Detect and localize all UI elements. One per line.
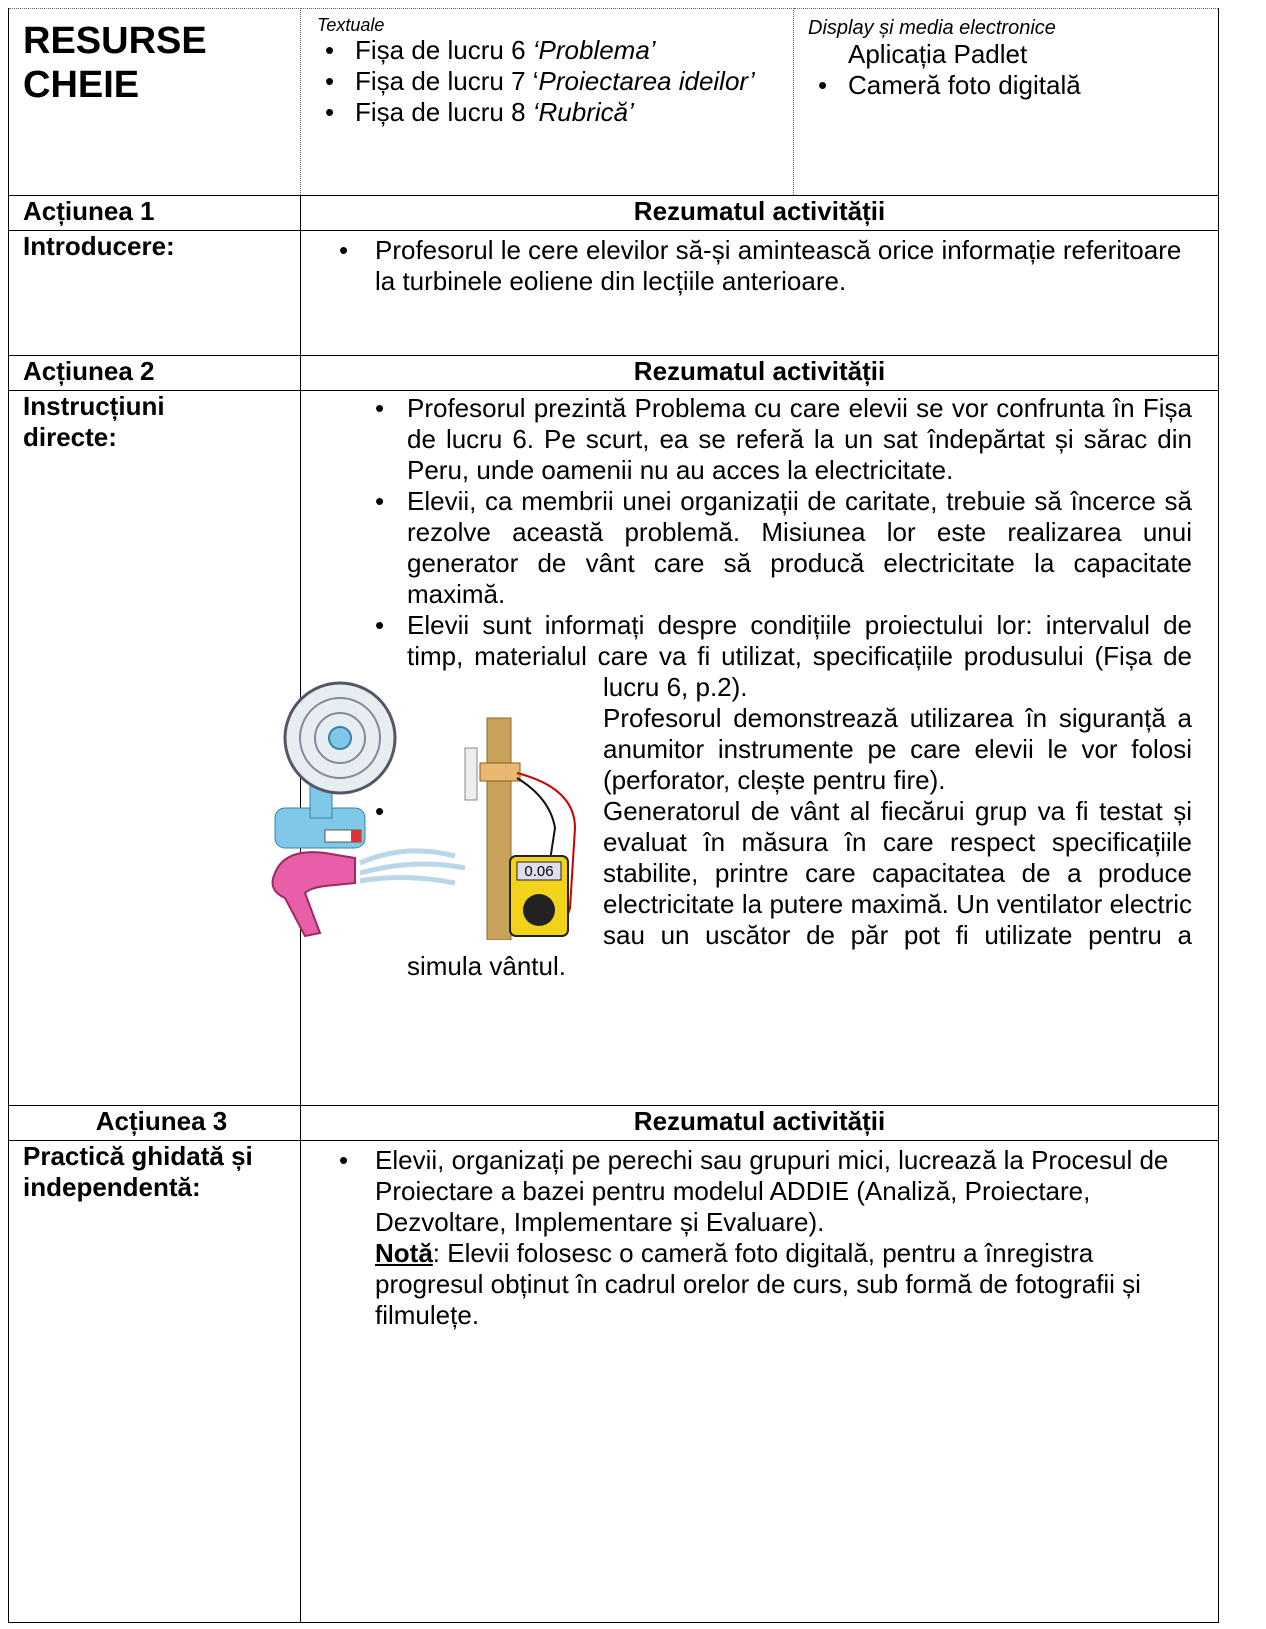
- summary-heading: Rezumatul activității: [300, 195, 1219, 231]
- section-label-cell: Instrucțiuni directe:: [8, 390, 301, 1106]
- fan: [274, 681, 397, 849]
- summary-heading: Rezumatul activității: [300, 1105, 1219, 1141]
- display-cell: Display și media electronice Aplicația P…: [793, 8, 1219, 196]
- section-row: Practică ghidată și independentă: • Elevi…: [8, 1140, 1219, 1623]
- bullet-dot: •: [325, 97, 335, 127]
- display-heading: Display și media electronice: [808, 17, 1056, 39]
- hair-dryer: [271, 848, 466, 938]
- action-label: Acțiunea 1: [8, 195, 301, 231]
- item-text: Fișa de lucru 8: [355, 97, 533, 127]
- action-label: Acțiunea 2: [8, 355, 301, 391]
- bullet-dot: •: [375, 486, 385, 516]
- bullet: • Generatorul de vânt al fiecărui grup va…: [365, 796, 1192, 982]
- item-text: Cameră foto digitală: [848, 70, 1081, 100]
- bullet-list: • Elevii, organizați pe perechi sau grupu…: [331, 1145, 1188, 1238]
- bullet-dot: •: [339, 1145, 349, 1175]
- bullet: • Elevii sunt informați despre condițiile…: [365, 610, 1192, 703]
- section-header: Acțiunea 3 Rezumatul activității: [8, 1105, 1219, 1141]
- item-text: Proiectarea ideilor’: [538, 66, 755, 96]
- item-text: Fișa de lucru 6: [355, 35, 533, 65]
- section-label: Introducere:: [23, 231, 175, 261]
- generator-board: [464, 717, 577, 940]
- resources-title-cell: RESURSE CHEIE: [8, 8, 301, 196]
- item-text: ‘Rubrică’: [532, 97, 634, 127]
- bullet-text: Elevii, ca membrii unei organizații de c…: [407, 486, 1192, 609]
- illustration: 0.06: [271, 681, 577, 940]
- bullet-dot: •: [339, 235, 349, 265]
- bullet-text: Profesorul le cere elevilor să-și aminte…: [375, 235, 1182, 296]
- item-text: ‘Problema’: [532, 35, 656, 65]
- note: Notă: Elevii folosesc o cameră foto digi…: [331, 1238, 1188, 1331]
- section-label: Instrucțiuni directe:: [23, 391, 165, 452]
- multimeter: 0.06: [509, 855, 569, 937]
- display-list: • Cameră foto digitală: [794, 70, 1218, 101]
- section-body: • Profesorul le cere elevilor să-și amint…: [300, 230, 1219, 356]
- bullet-dot: •: [375, 796, 385, 826]
- bullet-dot: •: [325, 35, 335, 65]
- section-row: Introducere: • Profesorul le cere elevilo…: [8, 230, 1219, 356]
- section-header: Acțiunea 1 Rezumatul activității: [8, 195, 1219, 231]
- meter-reading: 0.06: [524, 863, 553, 880]
- bullet-text: Profesorul prezintă Problema cu care ele…: [407, 393, 1192, 485]
- bullet-dot: •: [375, 393, 385, 423]
- section-body: • Profesorul prezintă Problema cu care el…: [271, 390, 1219, 1106]
- item-text: Fișa de lucru 7 ‘: [355, 66, 539, 96]
- bullet-text: Generatorul de vânt al fiecărui grup va …: [407, 796, 1192, 981]
- bullet: • Fișa de lucru 6 ‘Problema’: [301, 35, 793, 66]
- textual-cell: Textuale • Fișa de lucru 6 ‘Problema’ • Fiș…: [300, 8, 794, 196]
- bullet: • Profesorul le cere elevilor să-și amint…: [331, 235, 1188, 297]
- section-label-cell: Practică ghidată și independentă:: [8, 1140, 301, 1623]
- bullet: • Elevii, ca membrii unei organizații de …: [365, 486, 1192, 610]
- bullet-dot: •: [325, 66, 335, 96]
- section-label: Practică ghidată și independentă:: [23, 1141, 253, 1202]
- resources-row: RESURSE CHEIE Textuale • Fișa de lucru 6 …: [8, 8, 1219, 196]
- bullet-list: • Profesorul le cere elevilor să-și amint…: [331, 235, 1188, 297]
- bullet-continuation: Profesorul demonstrează utilizarea în si…: [603, 703, 1192, 795]
- bullet-dot: •: [818, 70, 828, 100]
- bullet: • Elevii, organizați pe perechi sau grupu…: [331, 1145, 1188, 1238]
- section-row: Instrucțiuni directe: • Profesorul prezin…: [8, 390, 1219, 1106]
- section-header: Acțiunea 2 Rezumatul activității: [8, 355, 1219, 391]
- resources-title: RESURSE CHEIE: [23, 20, 207, 106]
- display-lead: Aplicația Padlet: [848, 39, 1028, 69]
- summary-heading: Rezumatul activității: [300, 355, 1219, 391]
- note-label: Notă: [375, 1238, 433, 1268]
- bullet-dot: •: [375, 610, 385, 640]
- bullet: • Cameră foto digitală: [794, 70, 1218, 101]
- bullet-text: Elevii, organizați pe perechi sau grupur…: [375, 1145, 1169, 1237]
- bullet: • Fișa de lucru 7 ‘Proiectarea ideilor’: [301, 66, 793, 97]
- note-text: : Elevii folosesc o cameră foto digitală…: [375, 1238, 1141, 1330]
- section-body: • Elevii, organizați pe perechi sau grupu…: [300, 1140, 1219, 1623]
- textual-list: • Fișa de lucru 6 ‘Problema’ • Fișa de lucr…: [301, 35, 793, 128]
- bullet-text: Elevii sunt informați despre condițiile …: [407, 610, 1192, 702]
- lesson-table: RESURSE CHEIE Textuale • Fișa de lucru 6 …: [8, 8, 1219, 1623]
- action-label: Acțiunea 3: [8, 1105, 301, 1141]
- bullet: • Fișa de lucru 8 ‘Rubrică’: [301, 97, 793, 128]
- bullet: • Profesorul prezintă Problema cu care el…: [365, 393, 1192, 486]
- textual-heading: Textuale: [317, 15, 385, 35]
- section-label-cell: Introducere:: [8, 230, 301, 356]
